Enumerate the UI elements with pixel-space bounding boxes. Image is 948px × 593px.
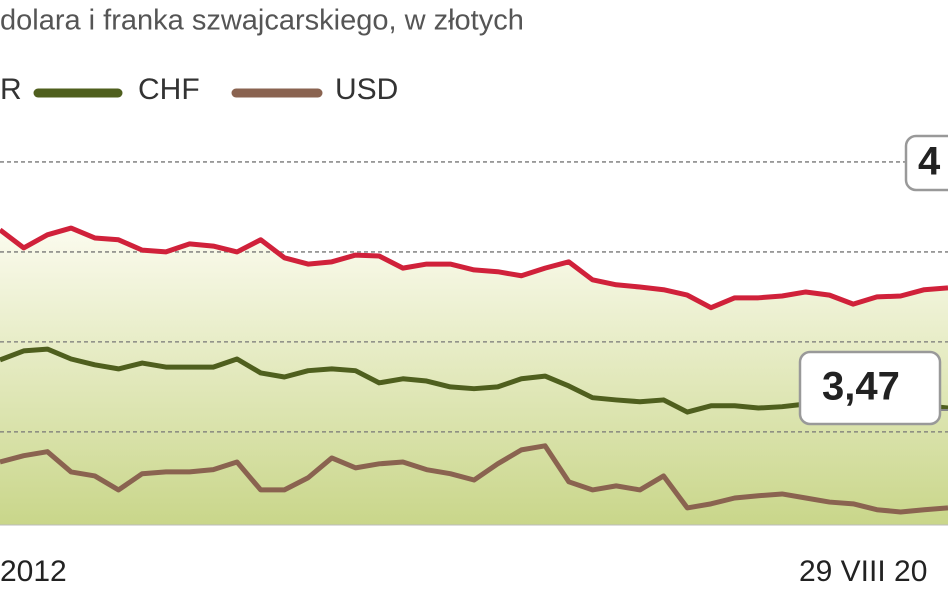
plot-area: 2012 29 VIII 20 4 3,47 (0, 134, 948, 588)
legend: R CHF USD (0, 73, 398, 106)
series-line (0, 443, 948, 515)
callout-label: 3,47 (822, 365, 900, 409)
callout-label: 4 (918, 140, 941, 184)
legend-label: CHF (138, 73, 200, 106)
legend-label: R (0, 73, 22, 106)
legend-label: USD (335, 73, 398, 106)
area-fill (0, 228, 948, 525)
series-line (0, 225, 948, 311)
callout-box (798, 350, 942, 426)
callout-box (904, 134, 948, 192)
x-tick-label: 2012 (0, 555, 67, 588)
series-line (0, 346, 948, 415)
x-tick-label: 29 VIII 20 (799, 555, 927, 588)
chart-title: dolara i franka szwajcarskiego, w złotyc… (0, 5, 524, 37)
